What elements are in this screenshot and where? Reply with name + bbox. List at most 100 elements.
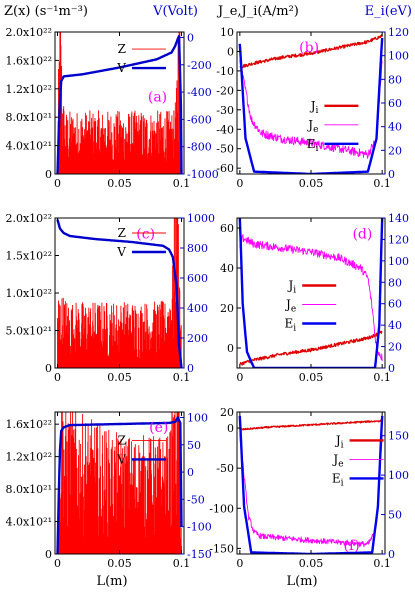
y2-tick-label-d-1: 20 <box>388 341 402 354</box>
series-Je-b <box>239 59 383 159</box>
y2-tick-label-b-5: 100 <box>388 50 409 63</box>
panel-tag-e: (e) <box>149 420 168 436</box>
plot-area-b <box>238 34 384 174</box>
y2-tick-label-f-1: 50 <box>388 509 402 522</box>
x-tick-label-a-0: 0 <box>54 177 61 190</box>
panel-d: 60 40 20 0 0 20 40 60 80 100 120 140 0 0.05 0.1 (d) Ji Je… <box>220 212 409 384</box>
y2-tick-label-a-1: -200 <box>187 59 212 72</box>
y-tick-label-a-0: 0 <box>45 168 52 181</box>
legend-label-b-Je: Je <box>306 118 318 135</box>
y2-tick-label-d-4: 80 <box>388 276 402 289</box>
y-tick-label-f-1: 0 <box>227 422 234 435</box>
series-Ji-f <box>239 419 383 431</box>
y-tick-label-d-3: 0 <box>227 342 234 355</box>
y2-tick-label-e-1: 50 <box>187 439 201 452</box>
y-tick-label-a-2: 8.0x10²¹ <box>5 111 52 124</box>
x-tick-label-f-2: 0.1 <box>373 557 391 570</box>
y2-tick-label-d-5: 100 <box>388 255 409 268</box>
panel-e: 0 4.0x10²¹ 8.0x10²¹ 1.2x10²² 1.6x10²² 100 50 0 -… <box>5 411 212 570</box>
legend-label-b-Ei: Ei <box>307 137 319 154</box>
right-y2-header: E_i(eV) <box>365 4 412 19</box>
x-tick-label-a-1: 0.05 <box>107 177 132 190</box>
x-tick-label-d-1: 0.05 <box>299 371 324 384</box>
y2-tick-label-d-6: 120 <box>388 233 409 246</box>
series-Je-f <box>239 433 383 548</box>
panels: 0 4.0x10²¹ 8.0x10²¹ 1.2x10²² 1.6x10²² 2.0x10²… <box>5 26 409 570</box>
y-tick-label-b-0: 10 <box>220 26 234 39</box>
y-tick-label-a-4: 1.6x10²² <box>5 54 52 67</box>
left-y-header: Z(x) (s⁻¹m⁻³) <box>4 4 88 19</box>
series-V-a <box>56 34 183 174</box>
legend-label-d-Ji: Ji <box>286 279 296 296</box>
series-Ei-f <box>238 415 384 554</box>
y2-tick-label-a-5: -1000 <box>187 168 219 181</box>
series-Ji-d <box>239 330 383 366</box>
y-tick-label-b-4: -30 <box>216 104 234 117</box>
x-tick-label-b-2: 0.1 <box>373 177 391 190</box>
plot-area-a <box>56 32 183 174</box>
y2-tick-label-a-4: -800 <box>187 141 212 154</box>
x-axis-label-right: L(m) <box>286 574 317 589</box>
x-tick-label-a-2: 0.1 <box>173 177 191 190</box>
panel-a: 0 4.0x10²¹ 8.0x10²¹ 1.2x10²² 1.6x10²² 2.0x10²… <box>5 26 219 190</box>
series-Ei-b <box>238 37 384 174</box>
legend-label-d-Ei: Ei <box>285 317 297 334</box>
legend-label-f-Ji: Ji <box>334 433 344 450</box>
series-Je-d <box>239 233 383 362</box>
left-y2-header: V(Volt) <box>152 4 198 19</box>
y-tick-label-c-3: 1.5x10²² <box>5 250 52 263</box>
y2-tick-label-a-3: -600 <box>187 113 212 126</box>
series-Z-a <box>57 32 182 174</box>
x-tick-label-d-0: 0 <box>236 371 243 384</box>
x-tick-label-c-2: 0.1 <box>173 371 191 384</box>
frame-f <box>236 411 386 555</box>
panel-tag-d: (d) <box>352 227 372 243</box>
y-tick-label-f-0: 20 <box>220 406 234 419</box>
panel-tag-b: (b) <box>299 40 319 56</box>
y-tick-label-d-1: 40 <box>220 262 234 275</box>
y2-tick-label-e-2: 0 <box>187 466 194 479</box>
y2-tick-label-e-0: 100 <box>187 411 208 424</box>
y2-tick-label-f-0: 0 <box>388 548 395 561</box>
y-tick-label-e-4: 1.6x10²² <box>5 418 52 431</box>
x-tick-label-b-1: 0.05 <box>299 177 324 190</box>
x-tick-label-c-1: 0.05 <box>107 371 132 384</box>
y-tick-label-c-1: 5.0x10²¹ <box>5 325 52 338</box>
y2-tick-label-d-3: 60 <box>388 298 402 311</box>
series-V-c <box>56 219 183 368</box>
y2-tick-label-b-4: 80 <box>388 73 402 86</box>
y-tick-label-f-2: -50 <box>216 462 234 475</box>
y2-tick-label-c-2: 400 <box>187 302 208 315</box>
y2-tick-label-a-0: 0 <box>187 31 194 44</box>
series-Ji-b <box>239 34 383 69</box>
y-tick-label-b-5: -40 <box>216 123 234 136</box>
y2-tick-label-f-2: 100 <box>388 469 409 482</box>
x-axis-label-left: L(m) <box>96 574 127 589</box>
plot-area-d <box>238 218 384 368</box>
y2-tick-label-f-3: 150 <box>388 430 409 443</box>
y2-tick-label-e-4: -100 <box>187 521 212 534</box>
y2-tick-label-b-1: 20 <box>388 144 402 157</box>
x-tick-label-e-2: 0.1 <box>173 557 191 570</box>
y-tick-label-c-4: 2.0x10²² <box>5 212 52 225</box>
plot-area-f <box>238 415 384 554</box>
y2-tick-label-c-0: 0 <box>187 362 194 375</box>
y-tick-label-f-3: -100 <box>209 502 234 515</box>
legend-label-a-Z: Z <box>118 42 126 56</box>
x-tick-label-f-0: 0 <box>236 557 243 570</box>
y2-tick-label-c-5: 1000 <box>187 212 215 225</box>
legend-label-a-V: V <box>116 61 126 75</box>
y-tick-label-e-1: 4.0x10²¹ <box>5 516 52 529</box>
y-tick-label-e-3: 1.2x10²² <box>5 451 52 464</box>
y-tick-label-a-5: 2.0x10²² <box>5 26 52 39</box>
y-tick-label-b-7: -60 <box>216 162 234 175</box>
legend-label-b-Ji: Ji <box>309 99 319 116</box>
y2-tick-label-c-4: 800 <box>187 242 208 255</box>
legend-label-e-Z: Z <box>118 433 126 447</box>
y2-tick-label-b-3: 60 <box>388 97 402 110</box>
plot-area-c <box>56 218 183 368</box>
x-tick-label-f-1: 0.05 <box>299 557 324 570</box>
